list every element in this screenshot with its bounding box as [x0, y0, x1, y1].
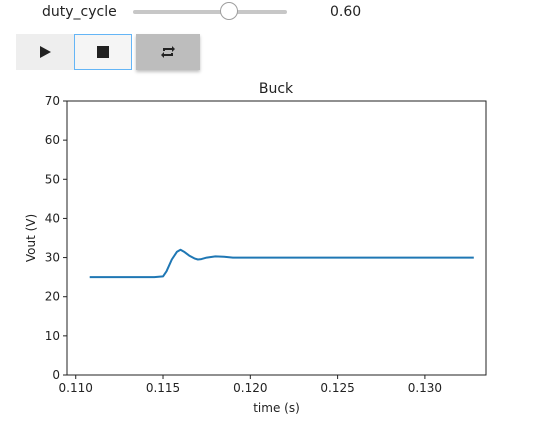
repeat-icon: [161, 46, 175, 58]
slider-label: duty_cycle: [42, 4, 117, 20]
play-button[interactable]: [16, 34, 74, 70]
y-tick-label: 60: [45, 133, 60, 147]
series-line: [89, 248, 474, 279]
x-axis-label: time (s): [253, 401, 300, 415]
slider-value: 0.60: [330, 4, 362, 20]
y-tick-label: 0: [52, 368, 60, 382]
stop-icon: [97, 46, 109, 58]
y-tick-label: 50: [45, 172, 60, 186]
y-axis-label: Vout (V): [24, 214, 38, 262]
duty-cycle-slider-widget: duty_cycle 0.60: [0, 0, 534, 28]
play-icon: [40, 46, 51, 58]
x-tick-label: 0.115: [146, 381, 180, 395]
chart-title: Buck: [258, 81, 294, 97]
x-tick-label: 0.120: [233, 381, 267, 395]
slider-track[interactable]: [133, 10, 287, 14]
y-tick-label: 20: [45, 290, 60, 304]
y-tick-label: 40: [45, 211, 60, 225]
x-tick-label: 0.125: [320, 381, 354, 395]
repeat-button[interactable]: [136, 34, 200, 70]
play-controls: [16, 34, 202, 70]
x-tick-label: 0.130: [408, 381, 442, 395]
slider-handle[interactable]: [220, 2, 239, 20]
y-tick-label: 30: [45, 251, 60, 265]
x-tick-label: 0.110: [59, 381, 93, 395]
stop-button[interactable]: [74, 34, 132, 70]
plot-frame: [66, 100, 487, 376]
y-tick-label: 70: [45, 94, 60, 108]
y-tick-label: 10: [45, 329, 60, 343]
